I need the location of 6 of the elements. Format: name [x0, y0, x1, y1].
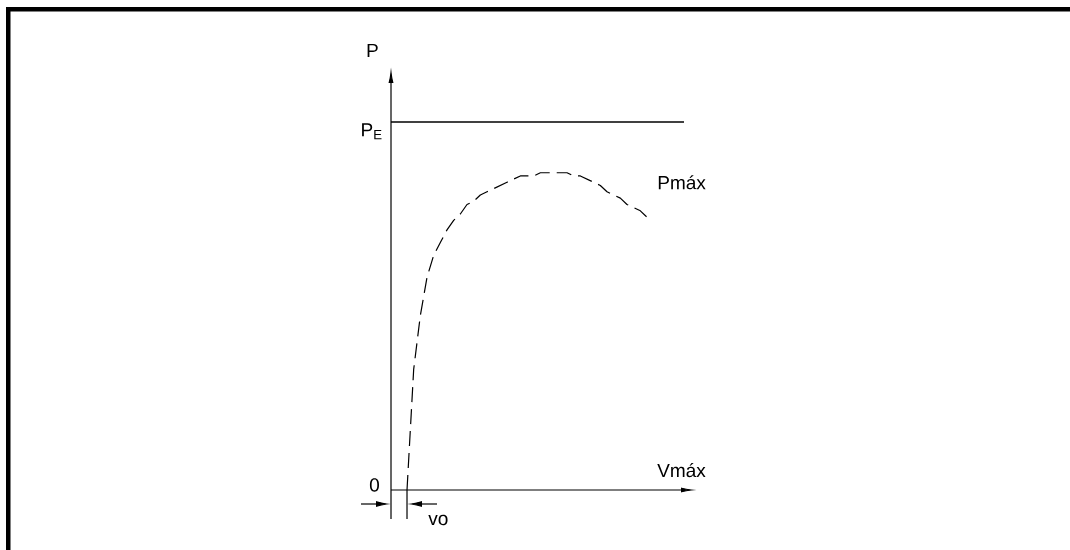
text: P [367, 43, 378, 57]
x-axis-title: Vmáx [657, 463, 706, 478]
series-label: Pmáx [658, 175, 706, 190]
ref-line-label: P$_{E}$ [362, 123, 382, 140]
text: 0 [369, 478, 379, 492]
text: vo [428, 514, 448, 526]
